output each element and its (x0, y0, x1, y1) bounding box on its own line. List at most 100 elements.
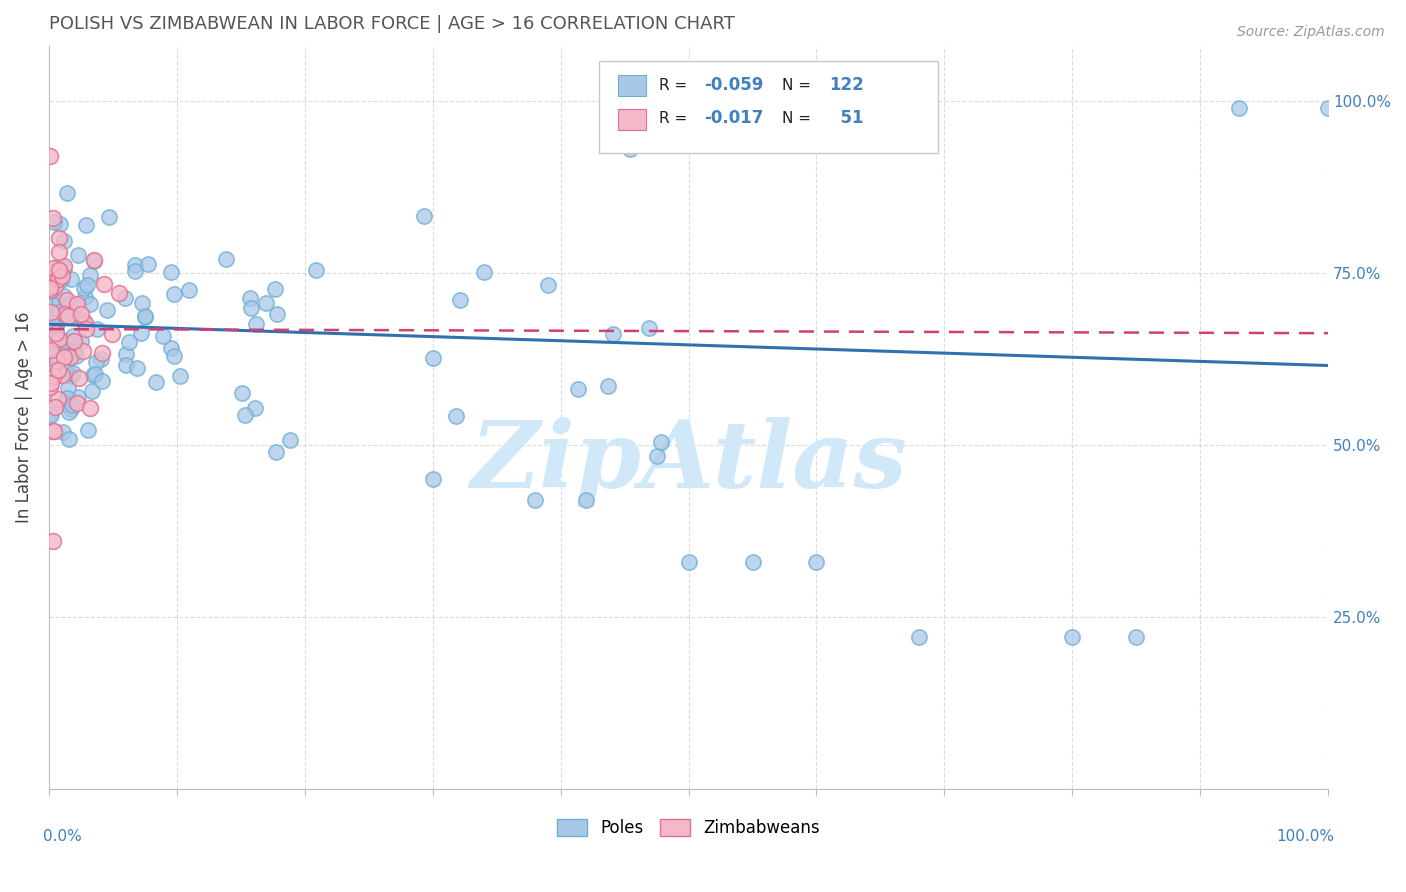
Point (48, 305, 70, 319)
Point (67, 390, 90, 404)
Point (52, 261, 75, 276)
Point (62, 334, 84, 348)
Point (114, 291, 136, 305)
Point (125, 360, 148, 375)
Point (66, 247, 89, 261)
Point (44, 400, 66, 414)
Point (48, 231, 70, 245)
Point (56, 186, 79, 200)
Point (134, 310, 156, 324)
Point (96, 302, 118, 317)
Point (49, 273, 72, 287)
Point (41, 333, 63, 347)
Point (637, 320, 659, 334)
Point (55, 334, 77, 349)
Point (48, 245, 70, 260)
Text: N =: N = (782, 78, 815, 93)
Point (1317, 101, 1340, 115)
Point (72, 343, 94, 358)
Point (39, 283, 62, 297)
Point (76, 277, 98, 292)
Point (41, 357, 63, 371)
Y-axis label: In Labor Force | Age > 16: In Labor Force | Age > 16 (15, 311, 32, 523)
Point (48, 262, 70, 277)
Point (73, 281, 96, 295)
Point (537, 278, 560, 293)
Point (45, 334, 67, 349)
Point (79, 268, 101, 282)
Point (70, 334, 93, 349)
Point (678, 555, 700, 569)
Point (83, 253, 105, 268)
Point (70, 307, 93, 321)
Point (45, 326, 67, 341)
Point (44, 279, 66, 293)
Point (55, 348, 77, 362)
Point (52, 425, 75, 439)
Point (129, 326, 152, 340)
Point (60, 402, 83, 417)
Point (38, 281, 60, 295)
Point (145, 375, 167, 389)
Point (39, 308, 62, 322)
Point (160, 341, 183, 355)
Point (90, 352, 112, 367)
Point (75, 218, 97, 232)
Point (245, 401, 267, 416)
Point (46, 316, 69, 330)
Point (422, 472, 444, 486)
Point (449, 293, 471, 308)
Text: -0.059: -0.059 (704, 76, 763, 94)
Point (44, 349, 66, 363)
Point (266, 444, 288, 458)
Text: 0.0%: 0.0% (42, 830, 82, 845)
Point (52, 396, 75, 410)
Point (39, 343, 62, 358)
Point (239, 301, 262, 316)
Point (278, 434, 301, 448)
Point (422, 351, 444, 365)
Point (39, 407, 62, 421)
Point (60, 398, 83, 412)
Point (42, 211, 65, 225)
Point (231, 386, 253, 401)
Point (75, 322, 97, 336)
Point (806, 555, 828, 569)
Point (45, 354, 67, 368)
Point (152, 328, 174, 343)
Point (48, 332, 70, 346)
Point (53, 235, 76, 249)
Point (58, 310, 80, 325)
Point (118, 334, 141, 349)
Point (42, 215, 65, 229)
Point (305, 262, 328, 277)
Point (138, 257, 160, 271)
Point (62, 329, 84, 343)
Point (1227, 101, 1250, 115)
Text: N =: N = (782, 111, 815, 126)
Point (51, 268, 73, 283)
Point (159, 265, 181, 279)
Point (266, 307, 288, 321)
Point (412, 209, 434, 223)
Point (58, 432, 80, 446)
Point (62, 341, 84, 355)
Point (101, 327, 124, 342)
Point (602, 326, 624, 341)
Point (62, 345, 84, 359)
Point (41, 295, 63, 310)
Point (82, 384, 104, 399)
Point (66, 297, 89, 311)
Point (86, 322, 108, 336)
Point (55, 359, 77, 374)
Point (575, 492, 598, 507)
Text: ZipAtlas: ZipAtlas (470, 417, 907, 507)
Point (233, 408, 256, 422)
Point (63, 343, 86, 358)
Point (91, 346, 114, 360)
Point (79, 401, 101, 415)
Point (38, 380, 60, 394)
Point (45, 322, 67, 336)
Point (169, 368, 191, 383)
Point (84, 355, 107, 369)
